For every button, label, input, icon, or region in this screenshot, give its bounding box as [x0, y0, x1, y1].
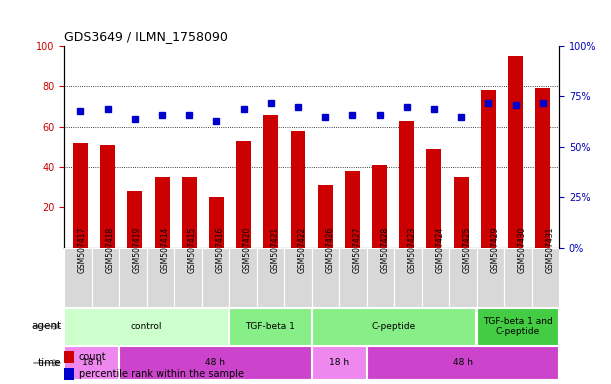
- Text: percentile rank within the sample: percentile rank within the sample: [79, 369, 244, 379]
- Text: GSM507425: GSM507425: [463, 226, 472, 273]
- Bar: [236, 141, 251, 248]
- Text: 18 h: 18 h: [329, 358, 349, 367]
- Bar: [209, 197, 224, 248]
- Text: GSM507414: GSM507414: [161, 226, 169, 273]
- Bar: [64, 308, 228, 345]
- Bar: [229, 248, 257, 307]
- Bar: [127, 191, 142, 248]
- Bar: [284, 248, 312, 307]
- Bar: [181, 177, 197, 248]
- Bar: [372, 165, 387, 248]
- Bar: [155, 177, 169, 248]
- Text: GSM507430: GSM507430: [518, 226, 527, 273]
- Bar: [532, 248, 559, 307]
- Text: GSM507422: GSM507422: [298, 226, 307, 273]
- Bar: [367, 248, 394, 307]
- Text: count: count: [79, 352, 106, 362]
- Bar: [92, 248, 119, 307]
- Bar: [454, 177, 469, 248]
- Text: GSM507416: GSM507416: [216, 226, 224, 273]
- Bar: [64, 346, 118, 379]
- Bar: [119, 346, 310, 379]
- Bar: [312, 346, 365, 379]
- Text: agent: agent: [31, 321, 61, 331]
- Bar: [312, 248, 339, 307]
- Bar: [339, 248, 367, 307]
- Bar: [73, 143, 88, 248]
- Bar: [481, 90, 496, 248]
- Text: GSM507426: GSM507426: [326, 226, 334, 273]
- Bar: [426, 149, 442, 248]
- Text: GSM507420: GSM507420: [243, 226, 252, 273]
- Text: GSM507418: GSM507418: [106, 226, 114, 273]
- Bar: [64, 248, 92, 307]
- Bar: [312, 308, 475, 345]
- Text: GSM507424: GSM507424: [436, 226, 444, 273]
- Text: GSM507427: GSM507427: [353, 226, 362, 273]
- Bar: [64, 351, 74, 363]
- Text: control: control: [131, 322, 163, 331]
- Text: C-peptide: C-peptide: [372, 322, 416, 331]
- Bar: [119, 248, 147, 307]
- Bar: [477, 308, 558, 345]
- Bar: [504, 248, 532, 307]
- Bar: [477, 248, 504, 307]
- Text: GSM507423: GSM507423: [408, 226, 417, 273]
- Bar: [535, 88, 551, 248]
- Bar: [367, 346, 558, 379]
- Bar: [257, 248, 284, 307]
- Bar: [449, 248, 477, 307]
- Bar: [291, 131, 306, 248]
- Text: GSM507417: GSM507417: [78, 226, 87, 273]
- Bar: [345, 171, 360, 248]
- Text: GDS3649 / ILMN_1758090: GDS3649 / ILMN_1758090: [64, 30, 228, 43]
- Bar: [100, 145, 115, 248]
- Text: time: time: [37, 358, 61, 368]
- Bar: [263, 114, 278, 248]
- Bar: [229, 308, 310, 345]
- Bar: [202, 248, 229, 307]
- Text: GSM507421: GSM507421: [271, 226, 279, 273]
- Text: 18 h: 18 h: [82, 358, 101, 367]
- Text: GSM507428: GSM507428: [381, 226, 389, 273]
- Bar: [64, 368, 74, 380]
- Bar: [318, 185, 332, 248]
- Text: 48 h: 48 h: [453, 358, 473, 367]
- Text: TGF-beta 1: TGF-beta 1: [246, 322, 295, 331]
- Bar: [147, 248, 174, 307]
- Bar: [394, 248, 422, 307]
- Text: TGF-beta 1 and
C-peptide: TGF-beta 1 and C-peptide: [483, 317, 553, 336]
- Text: GSM507429: GSM507429: [491, 226, 499, 273]
- Text: GSM507431: GSM507431: [546, 226, 554, 273]
- Bar: [174, 248, 202, 307]
- Bar: [400, 121, 414, 248]
- Text: 48 h: 48 h: [205, 358, 225, 367]
- Bar: [422, 248, 449, 307]
- Text: GSM507419: GSM507419: [133, 226, 142, 273]
- Text: GSM507415: GSM507415: [188, 226, 197, 273]
- Bar: [508, 56, 523, 248]
